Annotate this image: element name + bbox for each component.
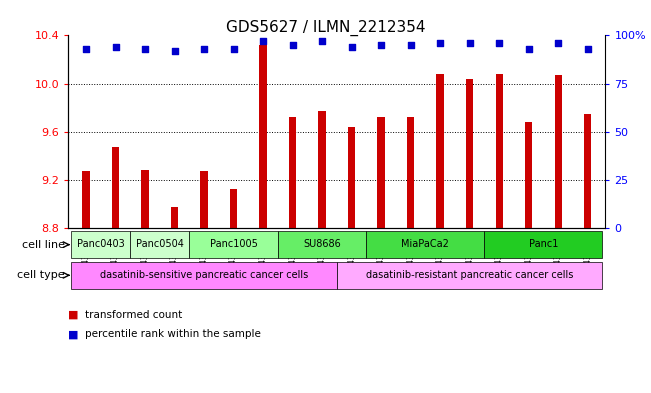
Text: Panc1005: Panc1005 <box>210 239 258 249</box>
Bar <box>584 114 591 228</box>
Point <box>406 42 416 48</box>
Text: dasatinib-resistant pancreatic cancer cells: dasatinib-resistant pancreatic cancer ce… <box>366 270 574 280</box>
FancyBboxPatch shape <box>367 231 484 258</box>
Bar <box>260 45 267 228</box>
Text: Panc1: Panc1 <box>529 239 558 249</box>
Bar <box>201 171 208 228</box>
Bar <box>466 79 473 228</box>
Bar <box>436 74 444 228</box>
Bar <box>555 75 562 228</box>
Point <box>553 40 563 46</box>
Bar <box>112 147 119 228</box>
Point <box>81 46 91 52</box>
Bar <box>495 74 503 228</box>
Text: GDS5627 / ILMN_2212354: GDS5627 / ILMN_2212354 <box>226 20 425 36</box>
Text: Panc0403: Panc0403 <box>77 239 125 249</box>
Point <box>523 46 534 52</box>
Point <box>288 42 298 48</box>
Point <box>435 40 445 46</box>
Point <box>583 46 593 52</box>
Bar <box>378 117 385 228</box>
FancyBboxPatch shape <box>72 231 130 258</box>
Bar <box>141 170 149 228</box>
Point <box>169 48 180 54</box>
Point <box>346 44 357 50</box>
Point <box>140 46 150 52</box>
Bar <box>318 111 326 228</box>
Bar <box>525 122 533 228</box>
Text: ■: ■ <box>68 310 79 320</box>
Text: cell line: cell line <box>22 240 65 250</box>
FancyBboxPatch shape <box>72 262 337 288</box>
Text: dasatinib-sensitive pancreatic cancer cells: dasatinib-sensitive pancreatic cancer ce… <box>100 270 308 280</box>
Point <box>199 46 210 52</box>
Bar <box>171 208 178 228</box>
FancyBboxPatch shape <box>189 231 278 258</box>
FancyBboxPatch shape <box>484 231 602 258</box>
Point <box>376 42 386 48</box>
Bar <box>83 171 90 228</box>
Point <box>258 38 268 44</box>
FancyBboxPatch shape <box>278 231 367 258</box>
Bar <box>230 189 238 228</box>
FancyBboxPatch shape <box>130 231 189 258</box>
Text: Panc0504: Panc0504 <box>136 239 184 249</box>
Point <box>494 40 505 46</box>
Bar <box>289 117 296 228</box>
FancyBboxPatch shape <box>337 262 602 288</box>
Text: MiaPaCa2: MiaPaCa2 <box>402 239 449 249</box>
Text: percentile rank within the sample: percentile rank within the sample <box>85 329 260 339</box>
Point <box>111 44 121 50</box>
Bar <box>407 117 414 228</box>
Point <box>229 46 239 52</box>
Text: transformed count: transformed count <box>85 310 182 320</box>
Text: SU8686: SU8686 <box>303 239 341 249</box>
Bar <box>348 127 355 228</box>
Point <box>464 40 475 46</box>
Point <box>317 38 327 44</box>
Text: ■: ■ <box>68 329 79 339</box>
Text: cell type: cell type <box>18 270 65 280</box>
